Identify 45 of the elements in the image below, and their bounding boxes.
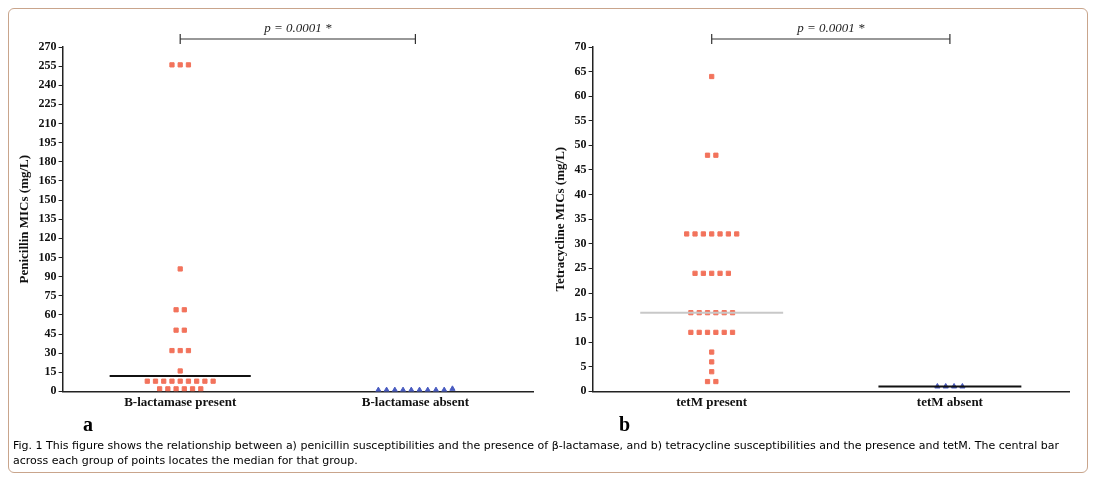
text: a xyxy=(83,413,94,436)
y-tick-label: 90 xyxy=(44,268,57,283)
y-tick-label: 45 xyxy=(44,326,57,341)
y-tick-label: 120 xyxy=(38,230,57,245)
caption: Fig. 1 This figure shows the relationship between a) penicillin susceptibilities and the presence of β-lactamase, and b) tetracycline susceptibilities and the presence and tetM. The central bar across each group of points locates the median for that group. xyxy=(13,438,1060,468)
y-tick-label: 0 xyxy=(580,383,587,398)
y-tick-label: 15 xyxy=(574,309,587,324)
y-tick-label: 30 xyxy=(44,345,57,360)
y-tick-label: 60 xyxy=(574,88,587,103)
y-tick-label: 55 xyxy=(574,112,587,127)
y-tick-label: 5 xyxy=(580,358,587,373)
y-tick-label: 210 xyxy=(38,115,57,130)
x-tick-label: tetM absent xyxy=(916,393,984,409)
y-tick-label: 50 xyxy=(574,137,587,152)
y-tick-label: 20 xyxy=(574,285,587,300)
y-tick-label: 75 xyxy=(44,287,57,302)
y-tick-label: 0 xyxy=(50,383,57,398)
y-tick-label: 150 xyxy=(38,192,57,207)
y-tick-label: 195 xyxy=(38,134,57,149)
y-tick-label: 270 xyxy=(38,39,57,54)
x-tick-label: B-lactamase present xyxy=(124,393,237,409)
y-axis-title: Penicillin MICs (mg/L) xyxy=(16,154,32,284)
y-tick-label: 225 xyxy=(38,96,57,111)
y-tick-label: 60 xyxy=(44,306,57,321)
y-tick-label: 30 xyxy=(574,235,587,250)
y-tick-label: 70 xyxy=(574,39,587,54)
text: b xyxy=(619,413,632,436)
y-tick-label: 255 xyxy=(38,58,57,73)
y-tick-label: 180 xyxy=(38,153,57,168)
y-tick-label: 105 xyxy=(38,249,57,264)
x-tick-label: tetM present xyxy=(676,393,748,409)
y-tick-label: 240 xyxy=(38,77,57,92)
x-tick-label: B-lactamase absent xyxy=(361,393,470,409)
y-tick-label: 25 xyxy=(574,260,587,275)
y-tick-label: 165 xyxy=(38,173,57,188)
y-tick-label: 15 xyxy=(44,364,57,379)
y-tick-label: 10 xyxy=(574,334,587,349)
y-axis-title: Tetracycline MICs (mg/L) xyxy=(552,146,568,292)
text: p = 0.0001 * xyxy=(263,19,332,35)
y-tick-label: 45 xyxy=(574,162,587,177)
y-tick-label: 65 xyxy=(574,63,587,78)
text: p = 0.0001 * xyxy=(796,19,865,35)
y-tick-label: 35 xyxy=(574,211,587,226)
y-tick-label: 40 xyxy=(574,186,587,201)
y-tick-label: 135 xyxy=(38,211,57,226)
